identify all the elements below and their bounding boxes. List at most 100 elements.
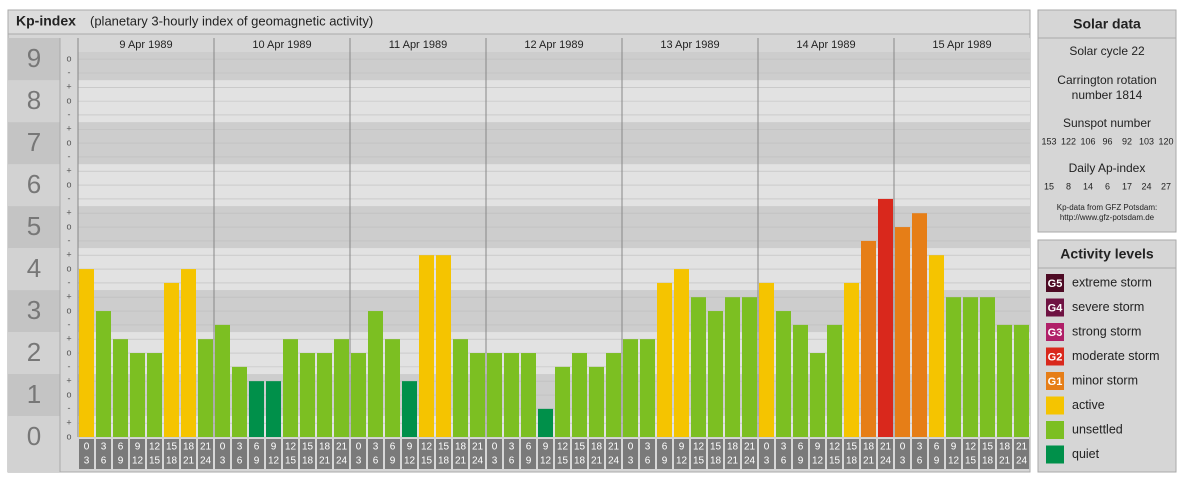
bar — [810, 353, 825, 437]
axis-band — [8, 290, 60, 333]
minor-tick-label: o — [66, 137, 71, 147]
hour-box — [300, 439, 315, 469]
x-tick-label: 9 — [662, 456, 668, 467]
hour-box — [504, 439, 519, 469]
day-label: 12 Apr 1989 — [524, 39, 583, 51]
sunspot-value: 103 — [1139, 136, 1154, 146]
x-tick-label: 24 — [744, 456, 756, 467]
sunspot-value: 96 — [1102, 136, 1112, 146]
bar — [351, 353, 366, 437]
x-tick-label: 18 — [455, 442, 467, 453]
x-tick-label: 3 — [509, 442, 515, 453]
minor-tick-label: - — [68, 361, 71, 371]
carrington: number 1814 — [1072, 88, 1143, 102]
minor-tick-label: + — [66, 166, 71, 176]
x-tick-label: 6 — [373, 456, 379, 467]
hour-box — [79, 439, 94, 469]
bar — [487, 353, 502, 437]
x-tick-label: 18 — [183, 442, 195, 453]
hour-box — [572, 439, 587, 469]
day-label: 11 Apr 1989 — [389, 39, 448, 51]
x-tick-label: 24 — [200, 456, 212, 467]
x-tick-label: 12 — [812, 456, 824, 467]
hour-box — [249, 439, 264, 469]
hour-box — [878, 439, 893, 469]
x-tick-label: 0 — [900, 442, 906, 453]
bar — [113, 339, 128, 437]
y-tick-label: 9 — [27, 43, 41, 73]
x-tick-label: 15 — [846, 442, 858, 453]
bar — [895, 227, 910, 437]
legend-title: Activity levels — [1060, 246, 1154, 262]
x-tick-label: 3 — [917, 442, 923, 453]
x-tick-label: 21 — [200, 442, 212, 453]
minor-tick-label: + — [66, 82, 71, 92]
legend-swatch — [1046, 445, 1064, 464]
bar — [249, 381, 264, 437]
x-tick-label: 15 — [421, 456, 433, 467]
legend-badge: G2 — [1048, 351, 1063, 363]
bar — [589, 366, 604, 437]
x-tick-label: 21 — [727, 456, 739, 467]
x-tick-label: 24 — [880, 456, 892, 467]
legend-badge: G5 — [1048, 278, 1063, 290]
x-tick-label: 9 — [407, 442, 413, 453]
ap-value: 17 — [1122, 181, 1132, 191]
x-tick-label: 21 — [319, 456, 331, 467]
hour-box — [164, 439, 179, 469]
bar — [130, 353, 145, 437]
legend-badge: G1 — [1048, 376, 1063, 388]
bar — [283, 339, 298, 437]
legend-badge: G3 — [1048, 327, 1063, 339]
minor-tick-label: o — [66, 431, 71, 441]
legend-swatch — [1046, 298, 1064, 317]
hour-box — [759, 439, 774, 469]
x-tick-label: 12 — [149, 442, 161, 453]
bar — [419, 255, 434, 437]
x-tick-label: 9 — [118, 456, 124, 467]
x-tick-label: 0 — [492, 442, 498, 453]
minor-tick-label: - — [68, 67, 71, 77]
x-tick-label: 15 — [302, 442, 314, 453]
x-tick-label: 21 — [183, 456, 195, 467]
x-tick-label: 9 — [271, 442, 277, 453]
x-tick-label: 6 — [917, 456, 923, 467]
hour-box — [385, 439, 400, 469]
bar — [980, 297, 995, 437]
x-tick-label: 0 — [764, 442, 770, 453]
ap-title: Daily Ap-index — [1069, 161, 1146, 175]
bar — [181, 269, 196, 437]
x-tick-label: 21 — [608, 442, 620, 453]
legend-label: extreme storm — [1072, 275, 1152, 289]
x-tick-label: 9 — [135, 442, 141, 453]
x-tick-label: 18 — [982, 456, 994, 467]
minor-tick-label: - — [68, 193, 71, 203]
carrington: Carrington rotation — [1057, 73, 1156, 87]
y-tick-label: 7 — [27, 127, 41, 157]
y-tick-label: 4 — [27, 253, 41, 283]
axis-band — [8, 206, 60, 249]
hour-box — [368, 439, 383, 469]
x-tick-label: 3 — [492, 456, 498, 467]
x-tick-label: 9 — [798, 456, 804, 467]
x-tick-label: 24 — [1016, 456, 1028, 467]
x-tick-label: 6 — [662, 442, 668, 453]
solar-title: Solar data — [1073, 16, 1141, 32]
x-tick-label: 18 — [319, 442, 331, 453]
x-tick-label: 18 — [574, 456, 586, 467]
x-tick-label: 15 — [829, 456, 841, 467]
bar — [334, 339, 349, 437]
bar — [402, 381, 417, 437]
axis-band — [8, 437, 60, 472]
x-tick-label: 18 — [999, 442, 1011, 453]
x-tick-label: 18 — [846, 456, 858, 467]
bar — [997, 324, 1012, 437]
solar-cycle: Solar cycle 22 — [1069, 44, 1145, 58]
x-tick-label: 15 — [438, 442, 450, 453]
legend-label: moderate storm — [1072, 349, 1160, 363]
bar — [521, 353, 536, 437]
legend-label: unsettled — [1072, 422, 1123, 436]
x-tick-label: 15 — [285, 456, 297, 467]
x-tick-label: 6 — [509, 456, 515, 467]
bar — [674, 269, 689, 437]
